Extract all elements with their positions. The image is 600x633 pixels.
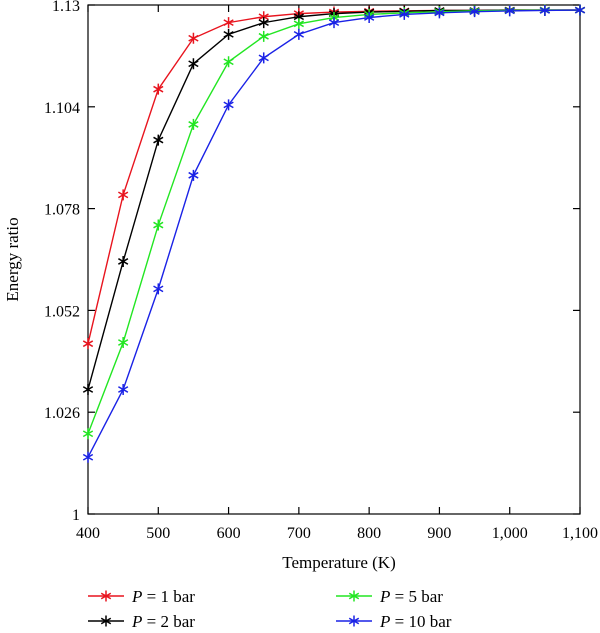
plot-area-border (87, 4, 581, 515)
y-tick-label: 1.078 (44, 202, 80, 219)
y-axis: 1 1.026 1.052 1.078 1.104 1.13 (44, 0, 580, 524)
legend-label: P = 5 bar (379, 587, 443, 606)
legend-label: P = 10 bar (379, 612, 452, 631)
legend-label: P = 1 bar (131, 587, 195, 606)
data-point (399, 8, 410, 20)
legend-item: P = 10 bar (336, 612, 452, 631)
y-tick-label: 1 (72, 507, 80, 524)
data-point (188, 118, 199, 130)
data-point (188, 169, 199, 181)
legend-item: P = 5 bar (336, 587, 443, 606)
legend-swatch-marker (348, 615, 360, 627)
data-point (539, 4, 550, 16)
legend-swatch-marker (348, 590, 360, 602)
x-tick-label: 1,100 (562, 525, 598, 542)
data-point (223, 28, 234, 40)
data-point (118, 383, 129, 395)
legend-label-value: = 1 bar (142, 587, 195, 606)
legend-label: P = 2 bar (131, 612, 195, 631)
data-point (153, 219, 164, 231)
legend-swatch-marker (100, 615, 112, 627)
y-axis-title: Energy ratio (3, 217, 22, 301)
data-point (153, 134, 164, 146)
data-point (574, 4, 586, 16)
data-point (328, 17, 340, 29)
plot-frame (87, 4, 581, 515)
legend-label-value: = 5 bar (390, 587, 443, 606)
data-point (82, 451, 94, 463)
y-tick-label: 1.026 (44, 405, 80, 422)
legend-label-variable: P (379, 612, 390, 631)
x-axis-title: Temperature (K) (282, 553, 396, 572)
data-point (118, 255, 129, 267)
x-tick-label: 1,000 (492, 525, 528, 542)
series-line (87, 9, 580, 344)
x-tick-label: 500 (146, 525, 170, 542)
data-point (258, 52, 269, 64)
data-point (364, 12, 375, 24)
y-tick-label: 1.104 (44, 100, 80, 117)
series-4 (82, 4, 586, 463)
x-tick-label: 400 (76, 525, 100, 542)
series-2 (82, 4, 586, 395)
series-layer (82, 4, 586, 463)
data-point (82, 428, 94, 440)
x-tick-label: 700 (287, 525, 311, 542)
series-3 (82, 4, 586, 440)
data-point (153, 283, 164, 295)
legend-label-value: = 2 bar (142, 612, 195, 631)
series-line (87, 9, 580, 434)
data-point (188, 58, 199, 70)
data-point (223, 17, 234, 29)
data-point (434, 7, 445, 19)
data-point (223, 99, 234, 111)
data-point (82, 338, 94, 350)
y-tick-label: 1.13 (52, 0, 80, 15)
series-line (87, 9, 581, 458)
legend-label-value: = 10 bar (390, 612, 451, 631)
legend-label-variable: P (379, 587, 390, 606)
data-point (258, 17, 269, 29)
x-tick-label: 800 (357, 525, 381, 542)
legend-item: P = 2 bar (88, 612, 195, 631)
legend-item: P = 1 bar (88, 587, 195, 606)
data-point (469, 6, 480, 18)
data-point (82, 383, 94, 395)
data-point (293, 18, 304, 30)
x-axis: 400 500 600 700 800 900 1,000 1,100 (76, 5, 598, 542)
x-tick-label: 600 (217, 525, 241, 542)
data-point (153, 83, 164, 95)
data-point (118, 189, 129, 201)
y-tick-label: 1.052 (44, 303, 80, 320)
series-line (87, 9, 580, 390)
data-point (118, 337, 129, 349)
data-point (293, 28, 304, 40)
data-point (188, 32, 199, 44)
data-point (258, 30, 269, 42)
legend-label-variable: P (131, 612, 142, 631)
data-point (223, 56, 234, 68)
legend-swatch-marker (100, 590, 112, 602)
legend-label-variable: P (131, 587, 142, 606)
data-point (504, 5, 515, 17)
series-1 (82, 4, 586, 350)
x-tick-label: 900 (427, 525, 451, 542)
